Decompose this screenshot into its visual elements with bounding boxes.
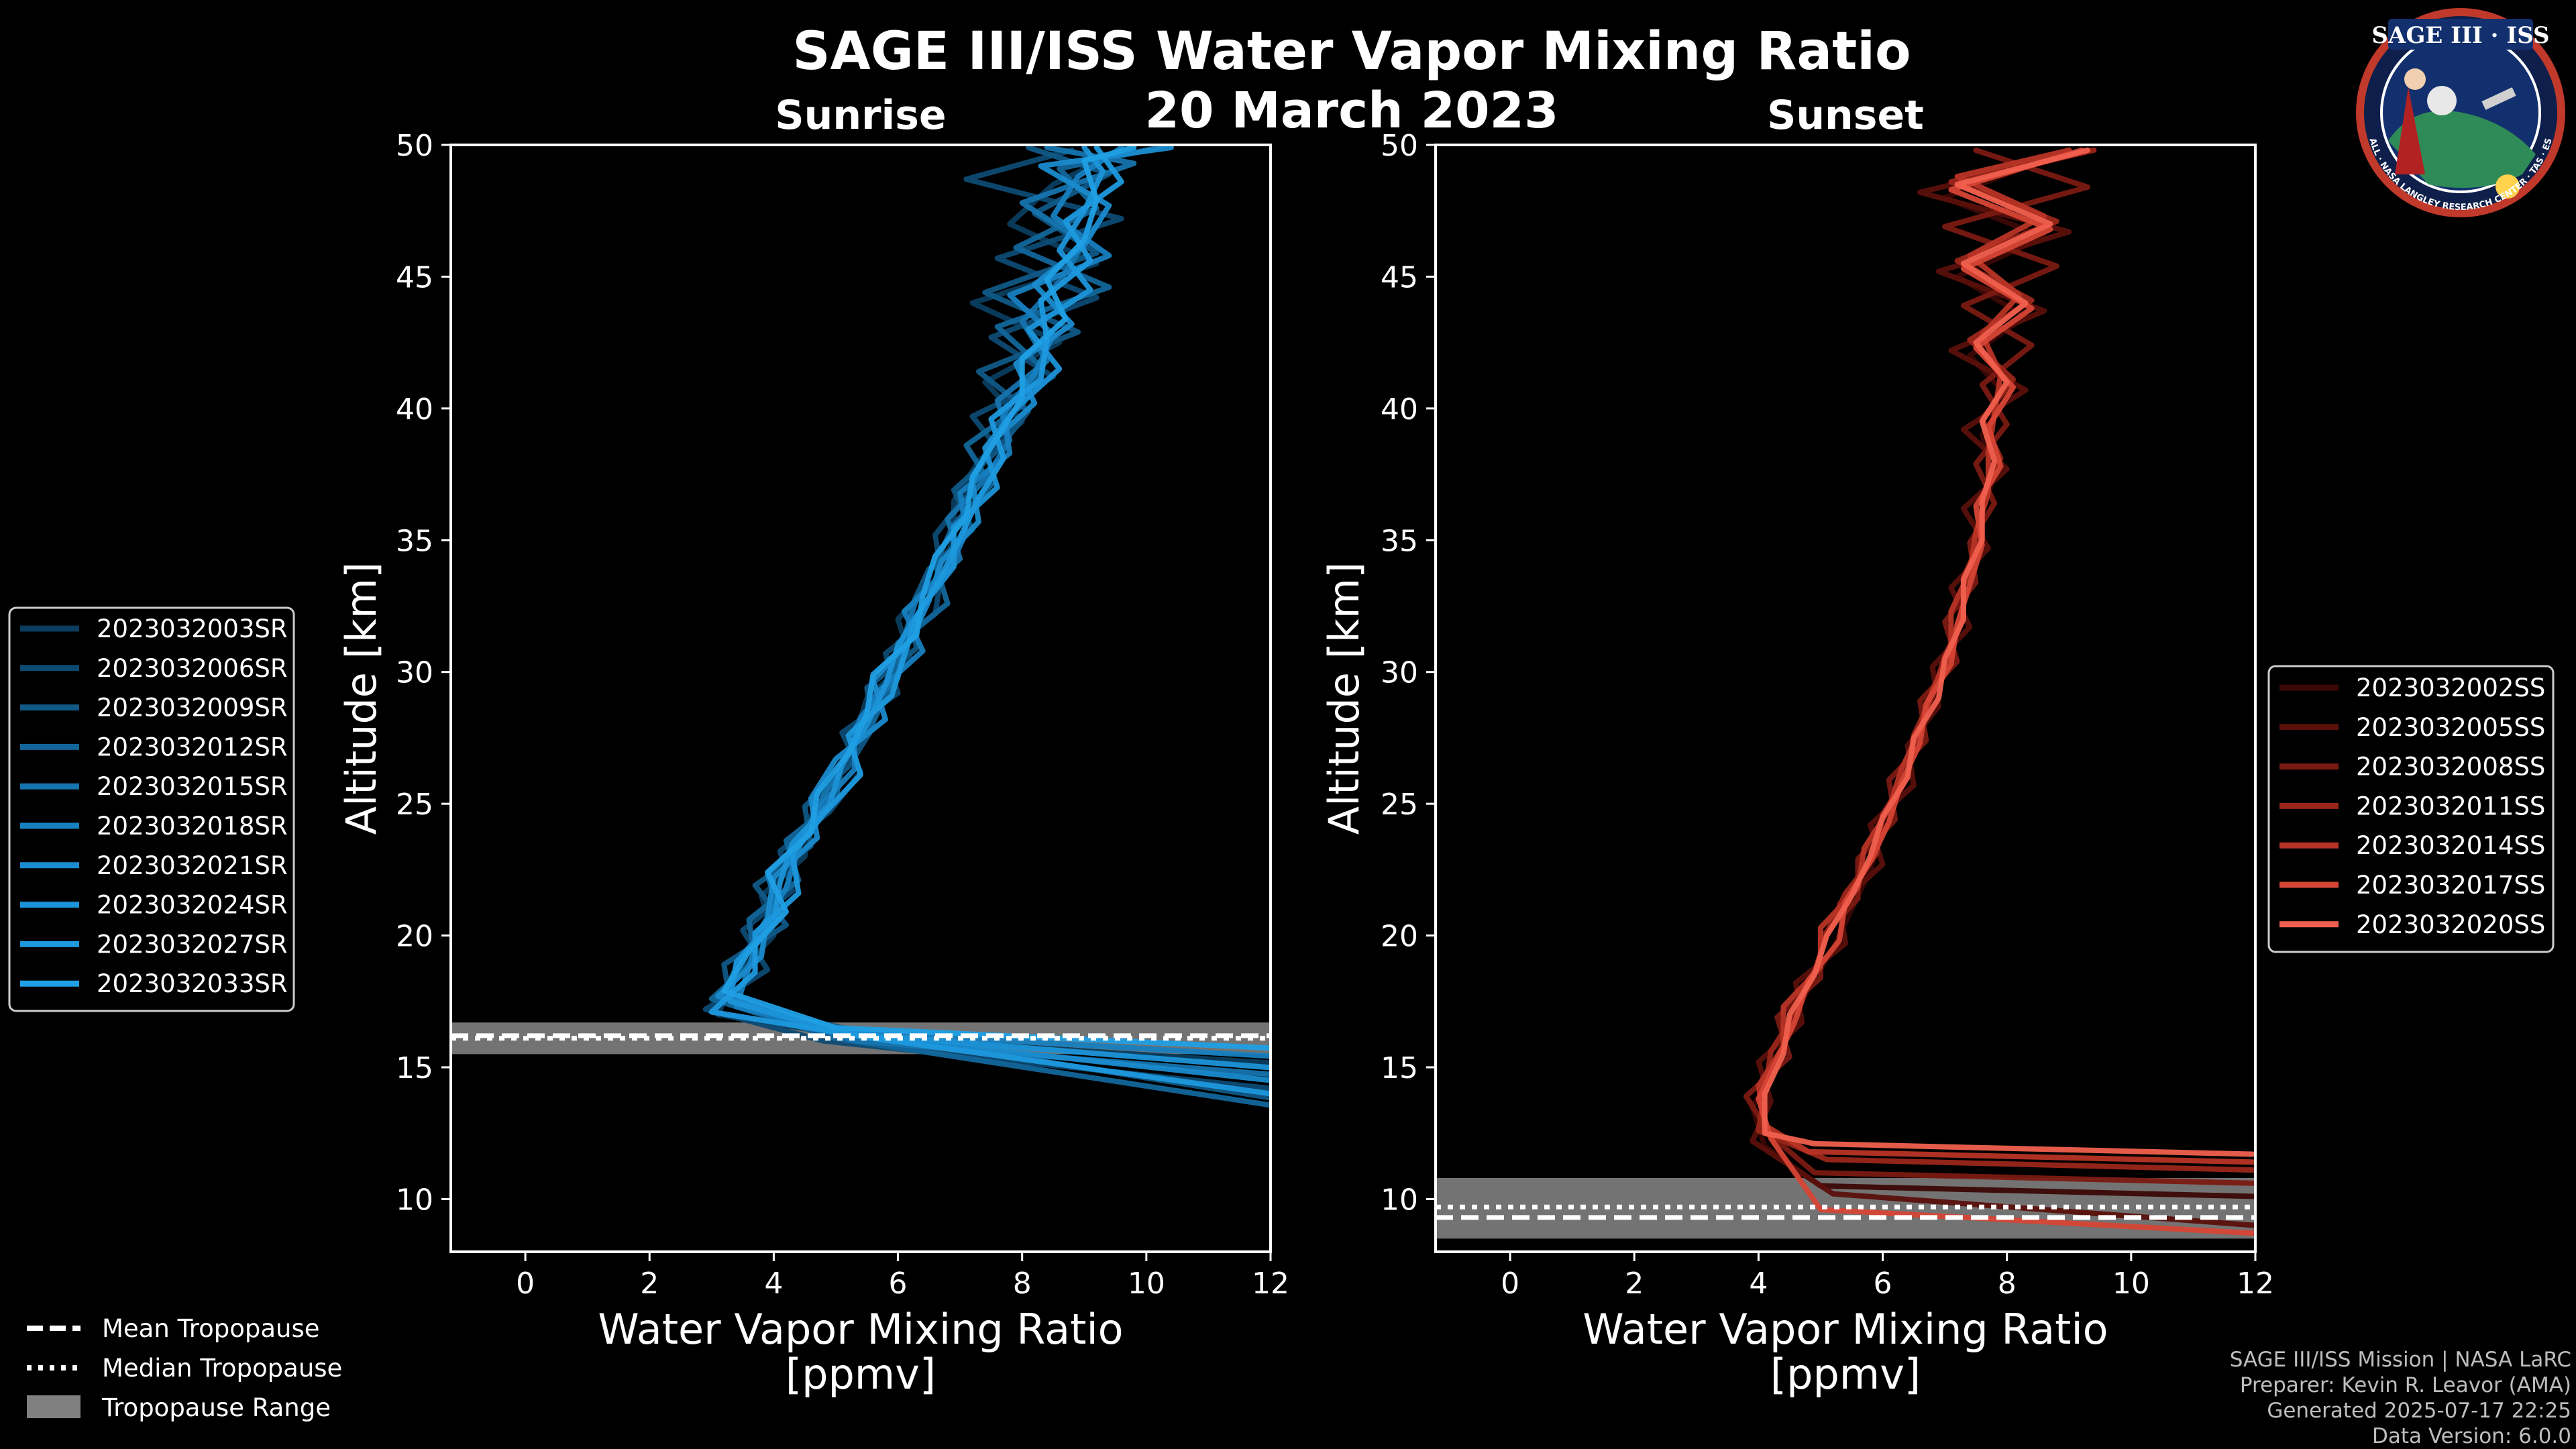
- sunrise-y-tick-label: 50: [396, 129, 433, 163]
- legend-label-2023032021SR: 2023032021SR: [97, 851, 288, 880]
- footer: SAGE III/ISS Mission | NASA LaRC Prepare…: [2230, 1348, 2571, 1448]
- legend-label-2023032006SR: 2023032006SR: [97, 654, 288, 683]
- sunrise-x-tick-label: 0: [516, 1267, 535, 1301]
- legend-label-2023032005SS: 2023032005SS: [2356, 713, 2545, 742]
- sunset-y-tick-label: 20: [1381, 920, 1418, 954]
- series-line-2023032003SR: [715, 145, 1271, 1066]
- sunset-y-tick-label: 35: [1381, 524, 1418, 558]
- sunset-y-tick-label: 40: [1381, 392, 1418, 427]
- legend-label-2023032012SR: 2023032012SR: [97, 733, 288, 761]
- sunrise-x-tick-label: 10: [1128, 1267, 1165, 1301]
- sunset-y-tick-label: 15: [1381, 1051, 1418, 1085]
- moon-shape: [2427, 86, 2457, 115]
- sunrise-y-axis-label: Altitude [km]: [337, 562, 386, 835]
- figure-robe-shape: [2395, 87, 2425, 174]
- sunset-x-axis-label-line2: [ppmv]: [1770, 1350, 1921, 1399]
- legend-label-2023032014SS: 2023032014SS: [2356, 831, 2545, 860]
- sunrise-x-tick-label: 2: [640, 1267, 659, 1301]
- legend-label-2023032033SR: 2023032033SR: [97, 969, 288, 998]
- figure-head-shape: [2404, 68, 2426, 90]
- sunset-y-axis-label: Altitude [km]: [1320, 562, 1368, 835]
- sunrise-panel-title: Sunrise: [775, 92, 946, 139]
- sunrise-y-tick-label: 40: [396, 392, 433, 427]
- sunset-x-tick-label: 10: [2112, 1267, 2150, 1301]
- sunrise-y-tick-label: 35: [396, 524, 433, 558]
- sunset-y-tick-label: 45: [1381, 260, 1418, 294]
- series-line-2023032017SS: [1756, 147, 2255, 1236]
- legend-label-tropopause-dashed: Mean Tropopause: [102, 1314, 320, 1343]
- sunset-y-tick-label: 30: [1381, 656, 1418, 690]
- series-line-2023032002SS: [1750, 147, 2255, 1199]
- sunrise-y-tick-label: 30: [396, 656, 433, 690]
- legend-label-2023032008SS: 2023032008SS: [2356, 753, 2545, 782]
- legend-label-2023032018SR: 2023032018SR: [97, 812, 288, 841]
- sunset-y-tick-label: 25: [1381, 788, 1418, 822]
- footer-line-2: Preparer: Kevin R. Leavor (AMA): [2240, 1373, 2571, 1397]
- sunrise-y-tick-label: 15: [396, 1051, 433, 1085]
- sunrise-y-tick-label: 25: [396, 788, 433, 822]
- footer-line-4: Data Version: 6.0.0: [2372, 1424, 2571, 1448]
- footer-line-1: SAGE III/ISS Mission | NASA LaRC: [2230, 1348, 2571, 1372]
- legend-label-2023032020SS: 2023032020SS: [2356, 910, 2545, 939]
- sunrise-legend-box: [8, 606, 295, 1012]
- legend-swatch-tropopause-range: [27, 1395, 80, 1418]
- legend-label-2023032002SS: 2023032002SS: [2356, 674, 2545, 702]
- sunrise-y-tick-label: 10: [396, 1183, 433, 1217]
- legend-label-2023032009SR: 2023032009SR: [97, 694, 288, 722]
- sunrise-x-tick-label: 4: [764, 1267, 783, 1301]
- sunrise-x-tick-label: 6: [889, 1267, 908, 1301]
- sunrise-x-axis-label-line1: Water Vapor Mixing Ratio: [598, 1305, 1123, 1354]
- sunrise-x-tick-label: 12: [1252, 1267, 1289, 1301]
- logo-title: SAGE III · ISS: [2371, 22, 2549, 49]
- sunrise-y-tick-label: 20: [396, 920, 433, 954]
- sunrise-panel: 0 2 4 6 8 10 12 10 15 20 25 30 35 40 45 50 Altitude [km…: [337, 129, 1289, 1399]
- sunset-axes-frame: [1434, 144, 2257, 1253]
- legend-label-tropopause-dotted: Median Tropopause: [102, 1354, 342, 1383]
- legend-label-2023032015SR: 2023032015SR: [97, 772, 288, 801]
- series-line-2023032018SR: [733, 145, 1271, 1059]
- legend-label-2023032024SR: 2023032024SR: [97, 891, 288, 920]
- sunrise-x-tick-label: 8: [1013, 1267, 1032, 1301]
- series-line-2023032027SR: [708, 145, 1271, 1097]
- series-line-2023032020SS: [1762, 147, 2255, 1157]
- figure-title: SAGE III/ISS Water Vapor Mixing Ratio: [792, 21, 1911, 82]
- sunset-legend: 2023032002SS 2023032005SS 2023032008SS 2023…: [2267, 665, 2555, 953]
- logo-title-plate: [2388, 19, 2533, 50]
- series-line-2023032012SR: [708, 145, 1271, 1108]
- sunset-x-tick-label: 2: [1625, 1267, 1644, 1301]
- sunrise-axes-frame: [449, 144, 1272, 1253]
- legend-label-2023032027SR: 2023032027SR: [97, 930, 288, 959]
- footer-line-3: Generated 2025-07-17 22:25: [2267, 1399, 2571, 1423]
- sunset-x-axis-label-line1: Water Vapor Mixing Ratio: [1582, 1305, 2108, 1354]
- sunset-x-tick-label: 4: [1749, 1267, 1768, 1301]
- series-line-2023032014SS: [1756, 147, 2255, 1165]
- series-line-2023032033SR: [721, 145, 1271, 1051]
- series-line-2023032008SS: [1743, 147, 2255, 1186]
- sunset-x-tick-label: 8: [1998, 1267, 2017, 1301]
- legend-label-2023032017SS: 2023032017SS: [2356, 871, 2545, 900]
- sunset-panel: 0 2 4 6 8 10 12 10 15 20 25 30 35 40 45 50 Altitude [km…: [1320, 129, 2274, 1399]
- sun-shape: [2496, 174, 2520, 199]
- legend-label-tropopause-band: Tropopause Range: [101, 1393, 331, 1422]
- legend-label-2023032003SR: 2023032003SR: [97, 614, 288, 643]
- figure-date: 20 March 2023: [1144, 82, 1558, 140]
- sunset-x-tick-label: 0: [1501, 1267, 1519, 1301]
- sunset-legend-box: [2267, 665, 2555, 953]
- iss-shape: [2481, 87, 2516, 110]
- sunset-y-tick-label: 50: [1381, 129, 1418, 163]
- sunset-x-tick-label: 6: [1874, 1267, 1892, 1301]
- sunset-panel-title: Sunset: [1767, 92, 1924, 139]
- sunrise-x-axis-label-line2: [ppmv]: [786, 1350, 936, 1399]
- sunset-y-tick-label: 10: [1381, 1183, 1418, 1217]
- legend-label-2023032011SS: 2023032011SS: [2356, 792, 2545, 820]
- sunset-x-tick-label: 12: [2237, 1267, 2274, 1301]
- tropopause-legend: Mean Tropopause Median Tropopause Tropopau…: [27, 1314, 342, 1422]
- earth-land-shape: [2388, 111, 2536, 188]
- sunrise-y-tick-label: 45: [396, 260, 433, 294]
- sunrise-legend: 2023032003SR 2023032006SR 2023032009SR 2023…: [8, 606, 295, 1012]
